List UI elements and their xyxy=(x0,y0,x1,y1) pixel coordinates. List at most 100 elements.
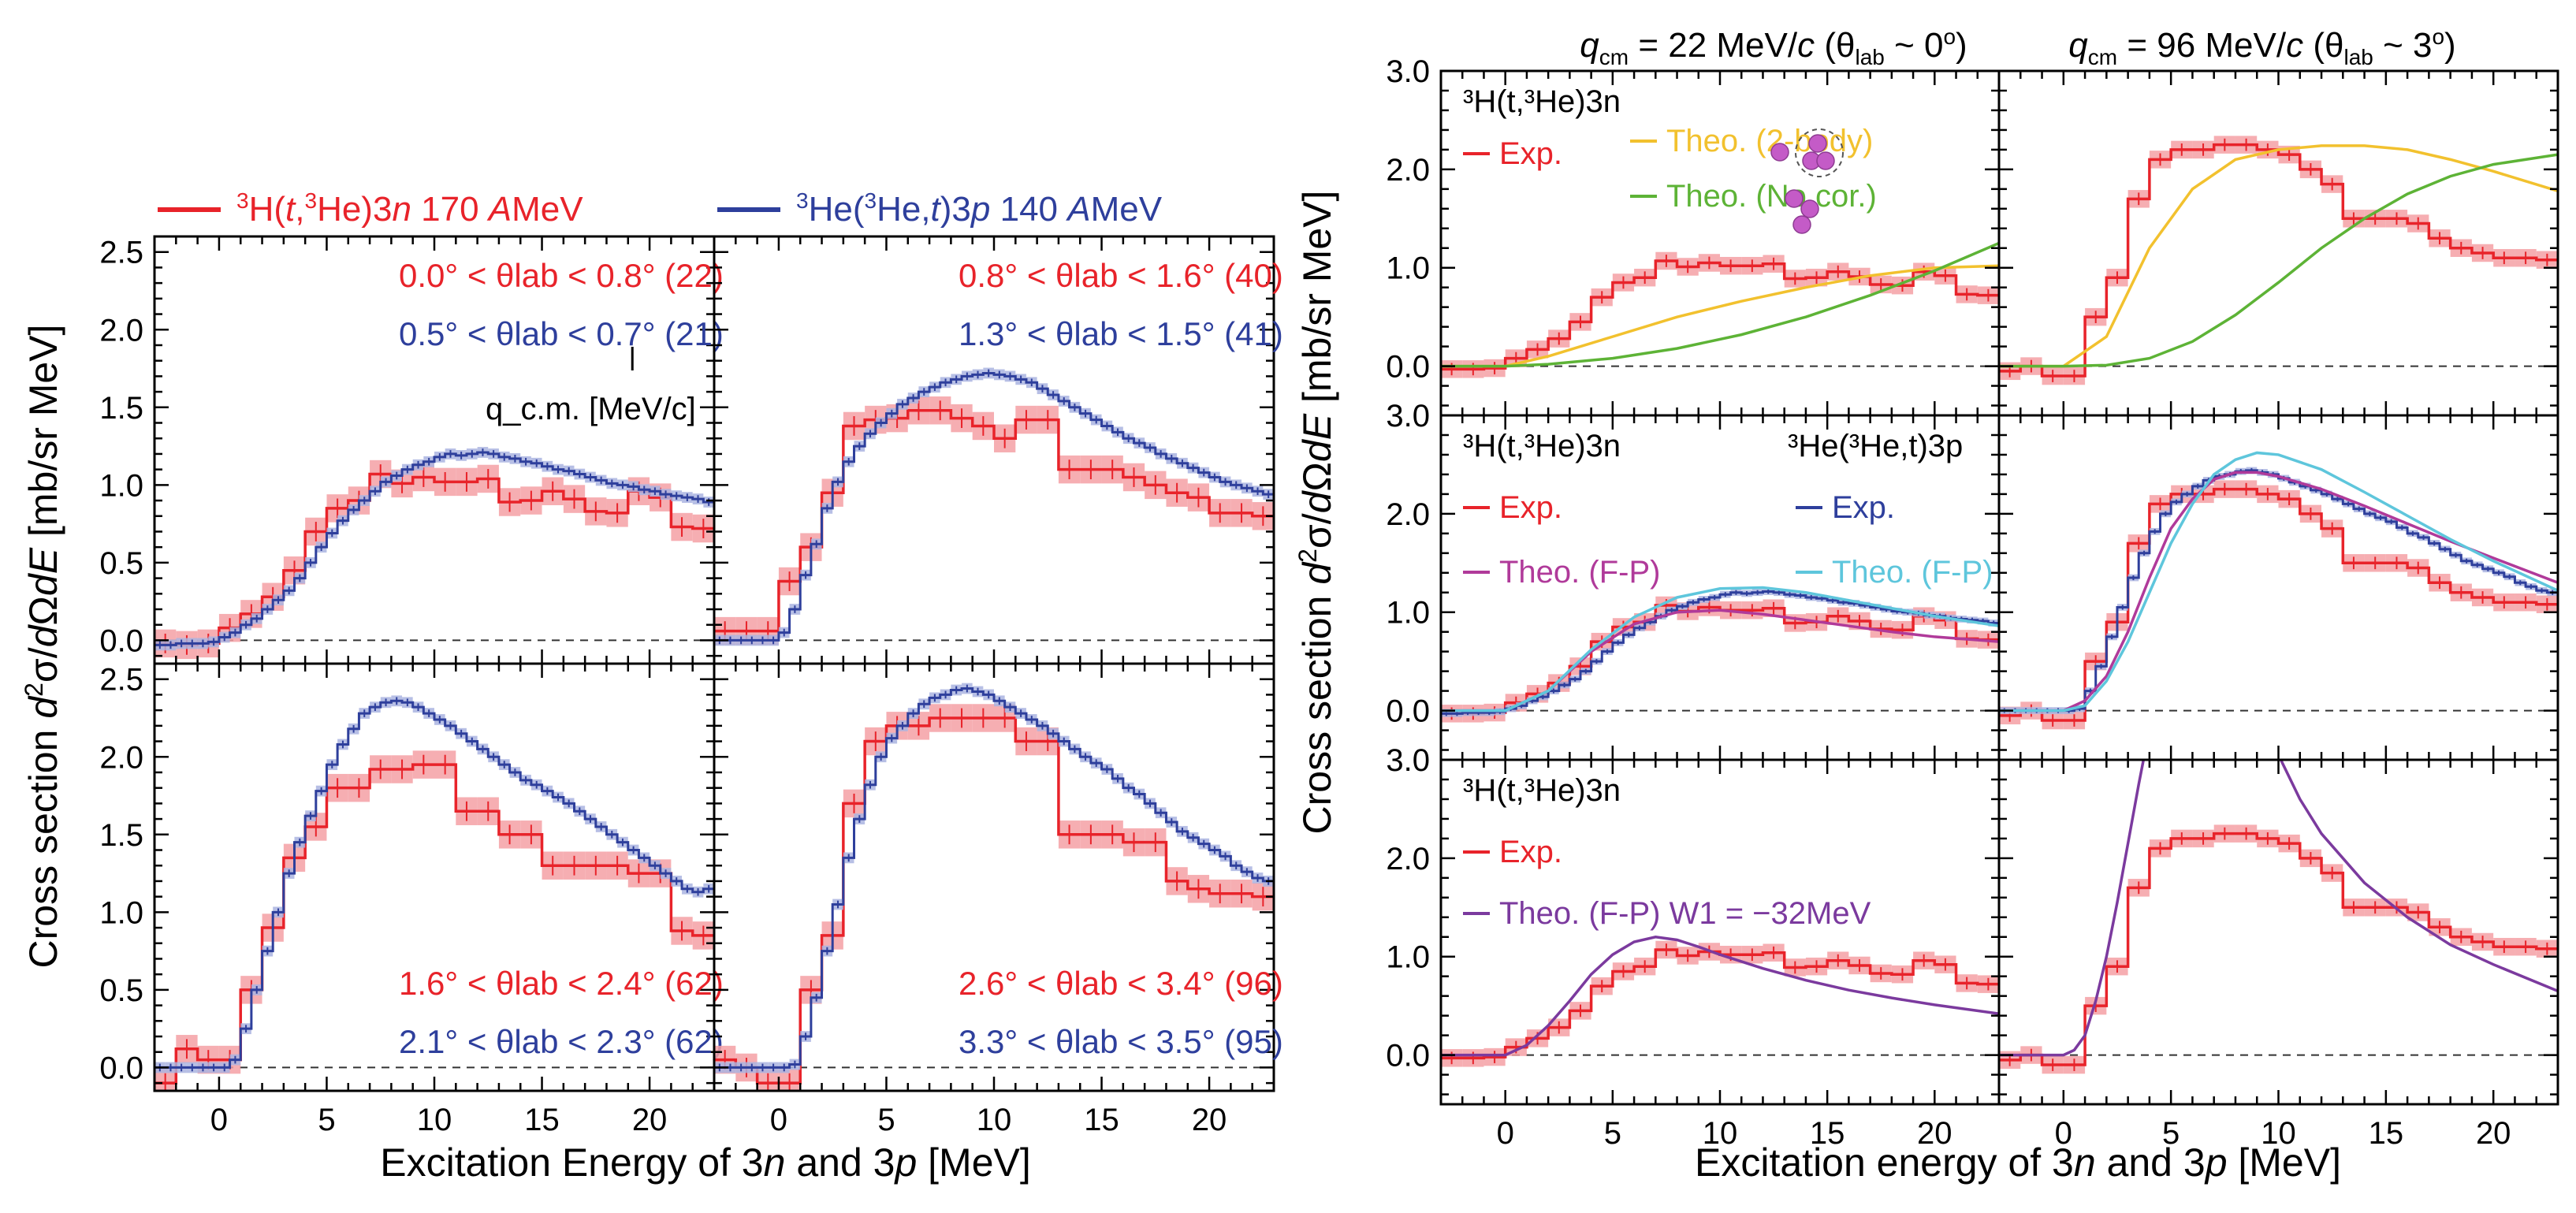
y-tick-label: 1.5 xyxy=(99,391,143,426)
col-header-1: qcm = 22 MeV/c (θlab ~ 0o) xyxy=(1580,24,1967,69)
series-Exp-3n xyxy=(1999,480,2558,730)
theory-curve xyxy=(1999,144,2558,368)
left-xlabel: Excitation Energy of 3n and 3p [MeV] xyxy=(380,1140,1031,1185)
y-tick-label: 1.0 xyxy=(1386,596,1430,631)
panel-L4: 0 5 10 15 20 2.6° < θlab < 3.4° (96) 3.3° < θl… xyxy=(713,662,1283,1137)
histogram-line xyxy=(154,699,714,1069)
y-tick-label: 2.5 xyxy=(99,236,143,270)
x-tick-label: 5 xyxy=(877,1103,895,1137)
angle-label: 1.6° < θlab < 2.4° (62) xyxy=(399,965,724,1002)
histogram-line xyxy=(154,472,714,647)
theory-curve xyxy=(1999,760,2558,1057)
x-tick-label: 10 xyxy=(977,1103,1012,1137)
plot-area xyxy=(154,695,714,1091)
legend-label: Theo. (F-P) xyxy=(1499,555,1660,590)
x-tick-label: 15 xyxy=(1084,1103,1119,1137)
histogram-line xyxy=(714,371,1274,642)
panels: 0.0 0.5 1.0 1.5 2.0 2.5 0.0° < θlab < 0.8° (22… xyxy=(99,54,2559,1151)
histogram-line xyxy=(1999,143,2558,378)
plot-area xyxy=(154,447,714,660)
left-legend: 3H(t,3He)3n 170 AMeV 3He(3He,t)3p 140 AM… xyxy=(158,188,1163,229)
angle-label: 0.8° < θlab < 1.6° (40) xyxy=(959,257,1283,294)
y-tick-label: 1.0 xyxy=(1386,251,1430,286)
histogram-line xyxy=(1999,832,2558,1066)
panel-frame xyxy=(1997,758,2559,1106)
theory-curve xyxy=(1999,153,2558,368)
panel-title: ³H(t,³He)3n xyxy=(1463,429,1621,463)
plot-area xyxy=(714,367,1274,646)
col-header-2: qcm = 96 MeV/c (θlab ~ 3o) xyxy=(2068,24,2455,69)
x-tick-label: 0 xyxy=(1497,1116,1514,1151)
legend-label: Exp. xyxy=(1499,136,1562,171)
right-xlabel: Excitation energy of 3n and 3p [MeV] xyxy=(1695,1140,2341,1185)
nucleon-cluster-icon xyxy=(1770,128,1844,177)
angle-label: 2.1° < θlab < 2.3° (62) xyxy=(399,1023,724,1060)
theory-curve xyxy=(1999,451,2558,713)
plot-area xyxy=(1999,136,2558,385)
angle-label: 2.6° < θlab < 3.4° (96) xyxy=(959,965,1283,1002)
x-tick-label: 5 xyxy=(318,1103,335,1137)
histogram-line xyxy=(1999,487,2558,722)
histogram-line xyxy=(1441,948,1999,1060)
panel-L1: 0.0 0.5 1.0 1.5 2.0 2.5 0.0° < θlab < 0.8° (22… xyxy=(99,235,724,665)
legend-label: Exp. xyxy=(1499,835,1562,869)
plot-area xyxy=(1999,451,2558,730)
x-tick-label: 20 xyxy=(1192,1103,1227,1137)
plot-area xyxy=(1441,935,1999,1067)
panel-R4 xyxy=(1997,414,2559,761)
left-ylabel: Cross section d2σ/dΩdE [mb/sr MeV] xyxy=(20,325,65,969)
legend-label: Theo. (2-body) xyxy=(1666,124,1873,158)
theory-curve xyxy=(1441,264,1999,368)
x-tick-label: 20 xyxy=(2476,1116,2511,1151)
legend-label: Theo. (No cor.) xyxy=(1666,179,1877,214)
y-tick-label: 0.5 xyxy=(99,973,143,1008)
panel-L3: 0.0 0.5 1.0 1.5 2.0 2.5 0 5 10 15 20 1.6° < θlab < … xyxy=(99,662,724,1137)
y-tick-label: 0.0 xyxy=(99,1051,143,1085)
theory-curve xyxy=(1999,471,2558,713)
legend-label: Exp. xyxy=(1832,490,1895,525)
panel-R1: 0.0 1.0 2.0 3.0 ³H(t,³He)3n Exp. Theo. (2-body… xyxy=(1386,54,2001,417)
nucleon-spread-icon xyxy=(1785,189,1819,234)
histogram-line xyxy=(714,716,1274,1085)
x-tick-label: 15 xyxy=(1810,1116,1845,1151)
y-tick-label: 0.0 xyxy=(1386,1039,1430,1073)
right-ylabel: Cross section d2σ/dΩdE [mb/sr MeV] xyxy=(1294,191,1339,835)
series--He-He-t-3p xyxy=(154,695,714,1073)
panel-L2: 0.8° < θlab < 1.6° (40) 1.3° < θlab < 1.5… xyxy=(713,235,1283,665)
panel-R3: 0.0 1.0 2.0 3.0 ³H(t,³He)3n ³He(³He,t)3p Exp. T… xyxy=(1386,399,2001,761)
plot-area xyxy=(1441,241,1999,378)
y-tick-label: 2.0 xyxy=(1386,497,1430,532)
y-tick-label: 2.5 xyxy=(99,663,143,698)
x-tick-label: 0 xyxy=(770,1103,787,1137)
column-headers: qcm = 22 MeV/c (θlab ~ 0o) qcm = 96 MeV/… xyxy=(1580,24,2455,69)
series-Exp- xyxy=(1999,824,2558,1074)
series-Exp- xyxy=(1999,136,2558,385)
angle-label: 1.3° < θlab < 1.5° (41) xyxy=(959,315,1283,352)
panel-R5: 0.0 1.0 2.0 3.0 0 5 10 15 20 ³H(t,³He)3n Exp. Theo.… xyxy=(1386,743,2001,1151)
y-tick-label: 0.0 xyxy=(1386,350,1430,385)
legend-red-label: 3H(t,3He)3n 170 AMeV xyxy=(236,188,583,229)
x-tick-label: 0 xyxy=(2055,1116,2072,1151)
x-tick-label: 20 xyxy=(632,1103,668,1137)
panel-title-2: ³He(³He,t)3p xyxy=(1788,429,1963,463)
x-tick-label: 10 xyxy=(417,1103,452,1137)
legend-label: Theo. (F-P) xyxy=(1832,555,1993,590)
y-tick-label: 1.5 xyxy=(99,818,143,853)
y-tick-label: 2.0 xyxy=(1386,153,1430,188)
y-tick-label: 2.0 xyxy=(1386,842,1430,876)
series-Exp- xyxy=(1441,940,1999,1067)
x-tick-label: 5 xyxy=(2162,1116,2180,1151)
y-tick-label: 0.0 xyxy=(1386,694,1430,729)
x-tick-label: 10 xyxy=(2261,1116,2296,1151)
angle-label: 0.0° < θlab < 0.8° (22) xyxy=(399,257,724,294)
y-tick-label: 2.0 xyxy=(99,740,143,775)
plot-area xyxy=(1441,586,1999,723)
y-tick-label: 1.0 xyxy=(1386,940,1430,975)
theory-curve xyxy=(1441,935,1999,1057)
panel-frame xyxy=(1997,69,2559,417)
series--He-He-t-3p xyxy=(154,447,714,651)
x-tick-label: 10 xyxy=(1703,1116,1738,1151)
y-tick-label: 0.5 xyxy=(99,546,143,581)
panel-R2 xyxy=(1997,69,2559,417)
